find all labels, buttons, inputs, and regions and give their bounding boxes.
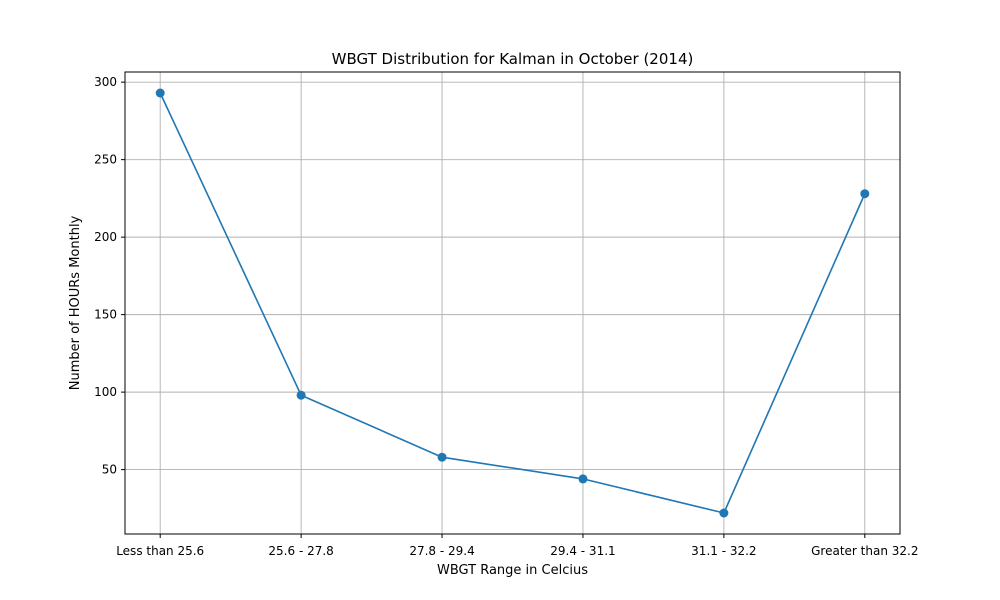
y-axis: 50 100 150 200 250 300 [94, 75, 125, 477]
y-axis-label: Number of HOURs Monthly [68, 215, 83, 390]
grid [125, 72, 900, 534]
y-tick-label: 100 [94, 385, 117, 399]
x-axis: Less than 25.6 25.6 - 27.8 27.8 - 29.4 29.4… [116, 534, 918, 558]
data-point [578, 474, 588, 484]
x-tick-label: Greater than 32.2 [811, 544, 918, 558]
plot-frame [124, 71, 901, 535]
data-point [296, 390, 306, 400]
x-tick-label: 31.1 - 32.2 [691, 544, 756, 558]
data-point [437, 452, 447, 462]
series-line [159, 92, 866, 514]
series-layer [155, 88, 870, 518]
y-tick-label: 150 [94, 308, 117, 322]
data-point [155, 88, 165, 98]
x-tick-label: 29.4 - 31.1 [550, 544, 615, 558]
y-tick-label: 300 [94, 75, 117, 89]
x-tick-label: Less than 25.6 [116, 544, 204, 558]
y-tick-label: 200 [94, 230, 117, 244]
data-point [719, 508, 729, 518]
chart-title: WBGT Distribution for Kalman in October … [332, 50, 694, 68]
x-tick-label: 27.8 - 29.4 [409, 544, 474, 558]
y-tick-label: 50 [102, 463, 117, 477]
x-axis-label: WBGT Range in Celcius [437, 563, 588, 578]
x-tick-label: 25.6 - 27.8 [268, 544, 333, 558]
data-point [860, 189, 870, 199]
y-tick-label: 250 [94, 153, 117, 167]
